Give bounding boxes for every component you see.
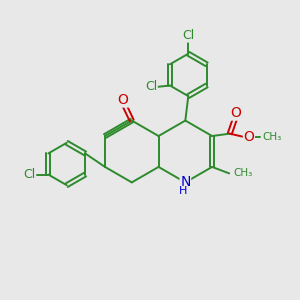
Text: O: O — [230, 106, 241, 120]
Text: CH₃: CH₃ — [233, 168, 252, 178]
Text: Cl: Cl — [145, 80, 157, 94]
Text: H: H — [179, 186, 187, 196]
Text: O: O — [244, 130, 254, 144]
Text: Cl: Cl — [23, 168, 36, 181]
Text: CH₃: CH₃ — [263, 132, 282, 142]
Text: Cl: Cl — [182, 29, 194, 42]
Text: N: N — [180, 176, 190, 189]
Text: O: O — [118, 93, 128, 107]
